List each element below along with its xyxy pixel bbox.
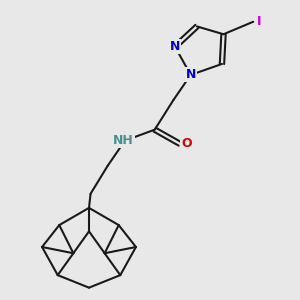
Text: N: N — [170, 40, 180, 53]
Text: O: O — [181, 137, 192, 150]
Text: NH: NH — [113, 134, 134, 147]
Text: I: I — [256, 15, 261, 28]
Text: N: N — [185, 68, 196, 81]
